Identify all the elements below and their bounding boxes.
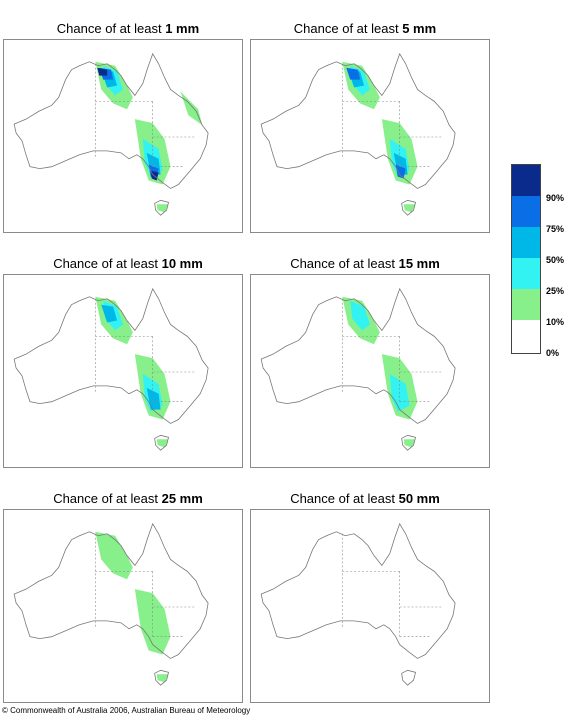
tasmania-coastline: [401, 434, 417, 451]
panel-title-prefix: Chance of at least: [56, 21, 162, 36]
coastline: [13, 287, 209, 424]
tasmania-coastline: [154, 199, 170, 216]
legend-swatch-25: [512, 258, 540, 289]
rainfall-zone: [395, 164, 406, 179]
rainfall-zone: [156, 674, 169, 683]
tasmania-coastline: [154, 669, 170, 686]
coastline: [260, 287, 456, 424]
map-panel-10: [3, 274, 243, 468]
map-panel-50: [250, 509, 490, 703]
legend-label-25: 25%: [546, 286, 565, 296]
panel-title-prefix: Chance of at least: [293, 21, 399, 36]
australia-map-1: [13, 52, 209, 216]
australia-map-5: [260, 52, 456, 216]
panel-threshold: 5 mm: [402, 21, 437, 36]
panel-title-prefix: Chance of at least: [53, 256, 158, 271]
rainfall-zone: [101, 304, 118, 323]
australia-map-15: [260, 287, 456, 451]
panel-threshold: 50 mm: [398, 491, 440, 506]
panel-title-25: Chance of at least 25 mm: [8, 491, 248, 506]
panel-title-15: Chance of at least 15 mm: [245, 256, 485, 271]
australia-map-25: [13, 522, 209, 686]
legend-label-50: 50%: [546, 255, 565, 265]
tasmania-coastline: [401, 199, 417, 216]
panel-threshold: 10 mm: [161, 256, 203, 271]
coastline: [13, 522, 209, 659]
rainfall-zone: [97, 67, 108, 76]
rainfall-zone: [156, 439, 169, 448]
rainfall-zone: [134, 589, 171, 655]
australia-map-50: [260, 522, 456, 686]
panel-title-10: Chance of at least 10 mm: [8, 256, 248, 271]
legend-label-90: 90%: [546, 193, 565, 203]
rainfall-zone: [350, 300, 370, 331]
coastline: [260, 52, 456, 189]
legend-label-0: 0%: [546, 348, 560, 358]
legend-swatch-90: [512, 165, 540, 196]
tasmania-coastline: [401, 669, 417, 686]
panel-threshold: 1 mm: [165, 21, 200, 36]
rainfall-zone: [403, 204, 416, 213]
australia-map-10: [13, 287, 209, 451]
panel-threshold: 15 mm: [398, 256, 440, 271]
probability-legend: [511, 164, 541, 354]
rainfall-zone: [156, 204, 169, 213]
map-panel-1: [3, 39, 243, 233]
panel-title-prefix: Chance of at least: [53, 491, 158, 506]
rainfall-zone: [95, 531, 133, 580]
legend-swatch-50: [512, 227, 540, 258]
panel-title-prefix: Chance of at least: [290, 491, 395, 506]
rainfall-zone: [403, 439, 416, 448]
legend-swatch-0: [512, 320, 540, 353]
map-panel-15: [250, 274, 490, 468]
tasmania-coastline: [154, 434, 170, 451]
legend-label-10: 10%: [546, 317, 565, 327]
copyright-footer: © Commonwealth of Australia 2006, Austra…: [2, 706, 251, 715]
rainfall-zone: [180, 91, 203, 126]
panel-threshold: 25 mm: [161, 491, 203, 506]
panel-title-50: Chance of at least 50 mm: [245, 491, 485, 506]
legend-swatch-75: [512, 196, 540, 227]
panel-title-5: Chance of at least 5 mm: [245, 21, 485, 36]
panel-title-1: Chance of at least 1 mm: [8, 21, 248, 36]
map-panel-25: [3, 509, 243, 703]
coastline: [260, 522, 456, 659]
coastline: [13, 52, 209, 189]
legend-label-75: 75%: [546, 224, 565, 234]
rainfall-zone: [346, 67, 361, 80]
map-panel-5: [250, 39, 490, 233]
panel-title-prefix: Chance of at least: [290, 256, 395, 271]
legend-swatch-10: [512, 289, 540, 320]
